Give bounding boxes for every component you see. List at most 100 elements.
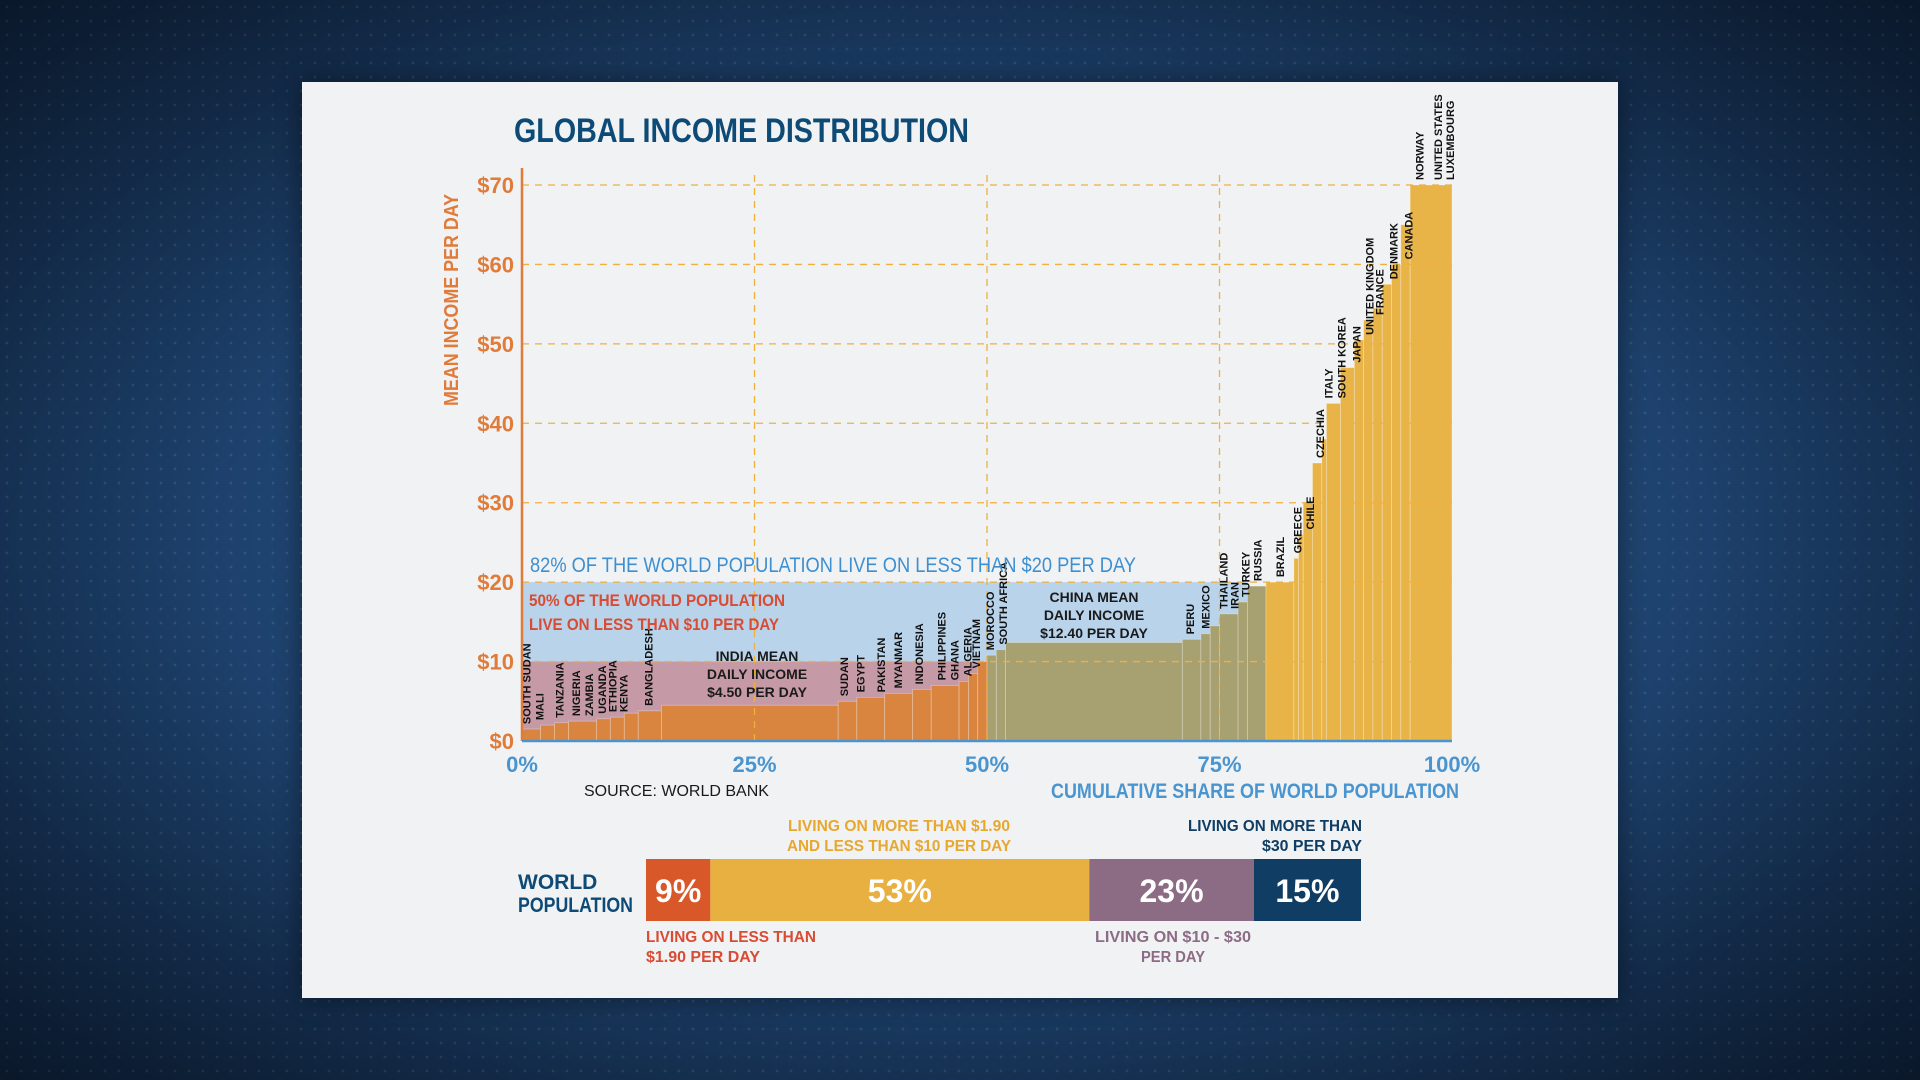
income-chart: GLOBAL INCOME DISTRIBUTION MEAN INCOME P… — [441, 94, 1480, 966]
country-label: THAILAND — [1218, 553, 1230, 609]
income-bar-31 — [1321, 438, 1327, 742]
x-tick-label: 50% — [965, 752, 1009, 777]
income-bar-11 — [884, 692, 914, 742]
label-bottom-purple-line1: LIVING ON $10 - $30 — [1095, 929, 1251, 946]
income-bar-23 — [1219, 613, 1239, 742]
country-label: JAPAN — [1351, 326, 1363, 363]
india-annotation-line2: DAILY INCOME — [707, 666, 807, 682]
population-segment-1 — [710, 859, 1090, 921]
country-label: VIETNAM — [971, 619, 983, 669]
population-bar: 9% 53% 23% 15% — [646, 859, 1361, 921]
income-bar-1 — [540, 724, 555, 742]
income-bar-37 — [1381, 283, 1392, 742]
country-label: ITALY — [1323, 368, 1335, 399]
income-bar-4 — [595, 718, 611, 742]
country-label: NIGERIA — [571, 670, 583, 716]
country-label: UNITED KINGDOM — [1364, 238, 1376, 335]
china-annotation-line3: $12.40 PER DAY — [1040, 625, 1148, 641]
annotation-50-percent-line2: LIVE ON LESS THAN $10 PER DAY — [529, 615, 780, 634]
x-tick-label: 25% — [732, 752, 776, 777]
population-segment-label: 23% — [1140, 873, 1204, 909]
income-bar-21 — [1200, 633, 1211, 742]
income-bar-16 — [977, 661, 988, 742]
country-label: GREECE — [1293, 507, 1305, 553]
country-label: FRANCE — [1375, 269, 1387, 315]
annotation-50-percent-line1: 50% OF THE WORLD POPULATION — [529, 591, 785, 610]
country-label: UNITED STATES — [1433, 94, 1445, 180]
income-bar-20 — [1181, 638, 1202, 742]
country-label: MOROCCO — [985, 591, 997, 650]
china-annotation-line1: CHINA MEAN — [1050, 589, 1139, 605]
country-label: PHILIPPINES — [937, 612, 949, 680]
country-label: INDONESIA — [914, 623, 926, 684]
income-bar-22 — [1209, 625, 1220, 742]
country-label: RUSSIA — [1253, 539, 1265, 581]
income-bar-7 — [637, 710, 662, 742]
x-tick-label: 100% — [1424, 752, 1480, 777]
country-label: TURKEY — [1241, 551, 1253, 597]
label-bottom-red-line1: LIVING ON LESS THAN — [646, 929, 816, 946]
income-bar-13 — [930, 685, 960, 742]
income-bar-5 — [609, 716, 625, 742]
y-tick-label: $0 — [490, 729, 514, 754]
population-segment-0 — [646, 859, 711, 921]
income-bar-9 — [837, 700, 858, 742]
income-bar-15 — [968, 673, 979, 742]
x-tick-labels: 0% 25% 50% 75% 100% — [506, 752, 1480, 777]
income-bar-8 — [661, 704, 839, 742]
x-tick-label: 0% — [506, 752, 538, 777]
country-label: LUXEMBOURG — [1445, 101, 1457, 180]
country-label: SOUTH AFRICA — [998, 562, 1010, 645]
grid-lines — [522, 175, 1452, 741]
income-bar-6 — [623, 712, 639, 742]
annotation-82-percent: 82% OF THE WORLD POPULATION LIVE ON LESS… — [530, 554, 1136, 577]
y-axis-label: MEAN INCOME PER DAY — [441, 193, 463, 406]
country-label: PAKISTAN — [876, 638, 888, 693]
income-bar-19 — [1005, 642, 1183, 742]
country-label: PERU — [1185, 604, 1197, 635]
india-annotation-line1: INDIA MEAN — [716, 648, 799, 664]
label-top-yellow-line2: AND LESS THAN $10 PER DAY — [787, 838, 1011, 855]
country-label: TANZANIA — [554, 662, 566, 717]
income-bar-40 — [1409, 184, 1453, 742]
china-annotation-line2: DAILY INCOME — [1044, 607, 1144, 623]
label-top-navy-line1: LIVING ON MORE THAN — [1188, 818, 1362, 835]
population-segment-label: 15% — [1275, 873, 1339, 909]
income-bar-25 — [1247, 585, 1267, 742]
population-segment-3 — [1253, 859, 1361, 921]
x-axis-label: CUMULATIVE SHARE OF WORLD POPULATION — [1051, 780, 1459, 803]
country-label: UGANDA — [597, 665, 609, 713]
country-label: KENYA — [618, 675, 630, 713]
y-tick-label: $40 — [477, 411, 514, 436]
country-label: MALI — [535, 693, 547, 720]
income-bar-36 — [1372, 307, 1383, 742]
income-bar-18 — [995, 649, 1006, 742]
population-segment-label: 9% — [655, 873, 701, 909]
country-label: ETHIOPIA — [607, 660, 619, 712]
country-label: SOUTH KOREA — [1336, 317, 1348, 398]
population-label-line2: POPULATION — [518, 894, 633, 917]
label-bottom-purple-line2: PER DAY — [1141, 949, 1205, 966]
income-bar-24 — [1237, 601, 1248, 742]
chart-title: GLOBAL INCOME DISTRIBUTION — [514, 112, 969, 150]
income-bar-32 — [1326, 403, 1341, 742]
country-label: SUDAN — [839, 657, 851, 696]
income-bars — [521, 184, 1453, 742]
income-bar-12 — [912, 688, 932, 742]
y-tick-label: $60 — [477, 252, 514, 277]
label-top-yellow-line1: LIVING ON MORE THAN $1.90 — [788, 818, 1010, 835]
country-label: MYANMAR — [893, 632, 905, 688]
income-bar-10 — [856, 696, 886, 742]
country-labels: SOUTH SUDAN MALI TANZANIA NIGERIA ZAMBIA UGAN… — [522, 94, 1457, 724]
label-bottom-red-line2: $1.90 PER DAY — [646, 949, 760, 966]
country-label: MEXICO — [1201, 585, 1213, 629]
y-tick-label: $20 — [477, 570, 514, 595]
country-label: CANADA — [1403, 212, 1415, 260]
income-bar-34 — [1353, 339, 1365, 742]
infographic-card: GLOBAL INCOME DISTRIBUTION MEAN INCOME P… — [302, 82, 1618, 998]
population-segment-label: 53% — [868, 873, 932, 909]
income-bar-35 — [1363, 319, 1374, 742]
label-top-navy-line2: $30 PER DAY — [1262, 838, 1362, 855]
country-label: EGYPT — [856, 655, 868, 693]
y-tick-labels: $0 $10 $20 $30 $40 $50 $60 $70 — [477, 173, 514, 754]
